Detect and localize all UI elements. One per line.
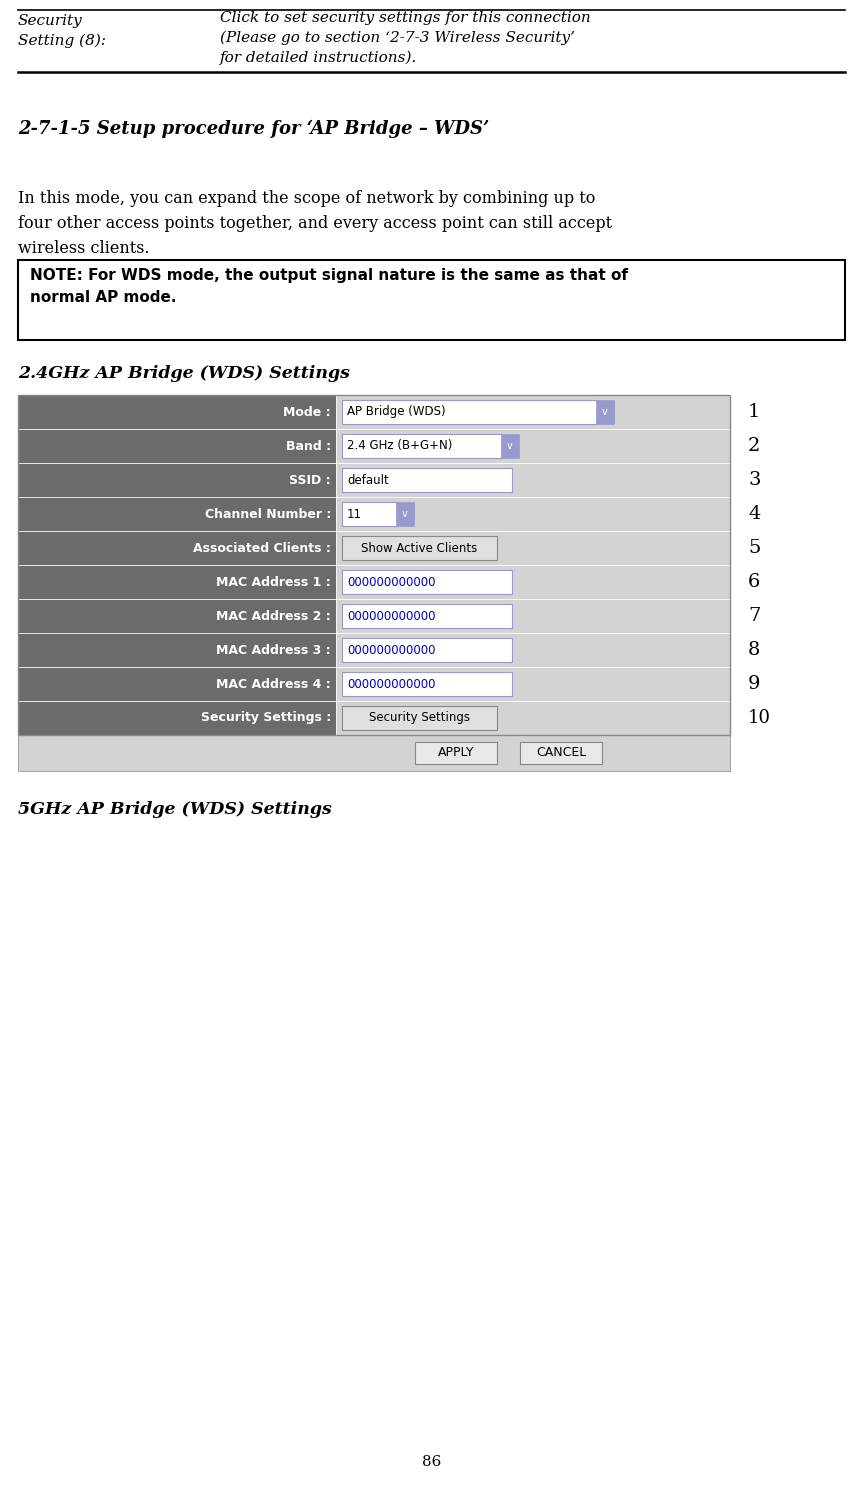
Text: default: default — [347, 473, 388, 486]
Bar — [336, 396, 730, 430]
Text: APPLY: APPLY — [438, 746, 475, 760]
Text: In this mode, you can expand the scope of network by combining up to
four other : In this mode, you can expand the scope o… — [18, 190, 612, 257]
Text: 2: 2 — [748, 437, 760, 455]
Text: v: v — [507, 442, 513, 451]
Text: v: v — [402, 509, 408, 519]
Bar — [501, 434, 519, 458]
Text: Show Active Clients: Show Active Clients — [362, 541, 477, 555]
Bar — [336, 700, 730, 735]
Bar — [336, 430, 730, 462]
Text: 86: 86 — [422, 1454, 441, 1469]
Text: 5: 5 — [748, 538, 760, 558]
Text: 5GHz AP Bridge (WDS) Settings: 5GHz AP Bridge (WDS) Settings — [18, 801, 331, 818]
Text: 11: 11 — [347, 507, 362, 520]
Text: AP Bridge (WDS): AP Bridge (WDS) — [347, 406, 445, 418]
Text: 10: 10 — [748, 709, 771, 727]
Bar — [18, 668, 336, 700]
Text: 8: 8 — [748, 641, 760, 659]
Bar — [18, 700, 336, 735]
Text: 2.4 GHz (B+G+N): 2.4 GHz (B+G+N) — [347, 440, 452, 452]
Text: 000000000000: 000000000000 — [347, 678, 436, 690]
Text: Click to set security settings for this connection: Click to set security settings for this … — [220, 10, 591, 25]
Text: 2.4GHz AP Bridge (WDS) Settings: 2.4GHz AP Bridge (WDS) Settings — [18, 364, 350, 382]
Bar — [342, 706, 497, 730]
Text: Security Settings: Security Settings — [369, 711, 470, 724]
Text: MAC Address 2 :: MAC Address 2 : — [217, 610, 331, 623]
Text: 7: 7 — [748, 607, 760, 625]
Text: Associated Clients :: Associated Clients : — [193, 541, 331, 555]
Bar — [415, 742, 497, 764]
Text: NOTE: For WDS mode, the output signal nature is the same as that of
normal AP mo: NOTE: For WDS mode, the output signal na… — [30, 268, 628, 305]
Text: 6: 6 — [748, 572, 760, 590]
Bar — [336, 565, 730, 599]
Bar — [18, 396, 730, 735]
Text: Channel Number :: Channel Number : — [205, 507, 331, 520]
Text: CANCEL: CANCEL — [536, 746, 586, 760]
Bar — [336, 633, 730, 668]
Text: SSID :: SSID : — [289, 473, 331, 486]
Bar — [18, 396, 336, 430]
Bar — [18, 565, 336, 599]
Text: 3: 3 — [748, 471, 760, 489]
Text: MAC Address 3 :: MAC Address 3 : — [217, 644, 331, 656]
Text: 2-7-1-5 Setup procedure for ‘AP Bridge – WDS’: 2-7-1-5 Setup procedure for ‘AP Bridge –… — [18, 120, 489, 138]
Bar — [396, 501, 414, 526]
Text: MAC Address 1 :: MAC Address 1 : — [217, 575, 331, 589]
Text: Security Settings :: Security Settings : — [201, 711, 331, 724]
Bar — [342, 468, 512, 492]
Text: (Please go to section ‘2-7-3 Wireless Security’: (Please go to section ‘2-7-3 Wireless Se… — [220, 31, 575, 46]
Bar — [596, 400, 614, 424]
Bar — [342, 638, 512, 662]
Text: Security: Security — [18, 13, 83, 28]
Bar — [336, 531, 730, 565]
Bar — [336, 668, 730, 700]
Text: 000000000000: 000000000000 — [347, 644, 436, 656]
Text: 000000000000: 000000000000 — [347, 575, 436, 589]
Bar — [18, 462, 336, 497]
Text: 1: 1 — [748, 403, 760, 421]
Bar — [18, 599, 336, 633]
Bar — [18, 633, 336, 668]
Bar — [18, 430, 336, 462]
Text: MAC Address 4 :: MAC Address 4 : — [217, 678, 331, 690]
Bar — [18, 260, 845, 341]
Text: v: v — [602, 407, 608, 416]
Bar — [342, 604, 512, 628]
Bar — [342, 400, 597, 424]
Bar — [342, 535, 497, 561]
Bar — [18, 497, 336, 531]
Bar — [342, 434, 502, 458]
Text: 9: 9 — [748, 675, 760, 693]
Bar — [18, 735, 730, 770]
Bar — [336, 497, 730, 531]
Bar — [342, 501, 397, 526]
Bar — [18, 531, 336, 565]
Bar — [336, 462, 730, 497]
Bar — [342, 672, 512, 696]
Text: Mode :: Mode : — [283, 406, 331, 418]
Bar — [520, 742, 602, 764]
Text: 000000000000: 000000000000 — [347, 610, 436, 623]
Text: for detailed instructions).: for detailed instructions). — [220, 51, 418, 65]
Text: 4: 4 — [748, 506, 760, 523]
Bar — [336, 599, 730, 633]
Text: Setting (8):: Setting (8): — [18, 34, 106, 49]
Bar — [342, 570, 512, 595]
Text: Band :: Band : — [286, 440, 331, 452]
